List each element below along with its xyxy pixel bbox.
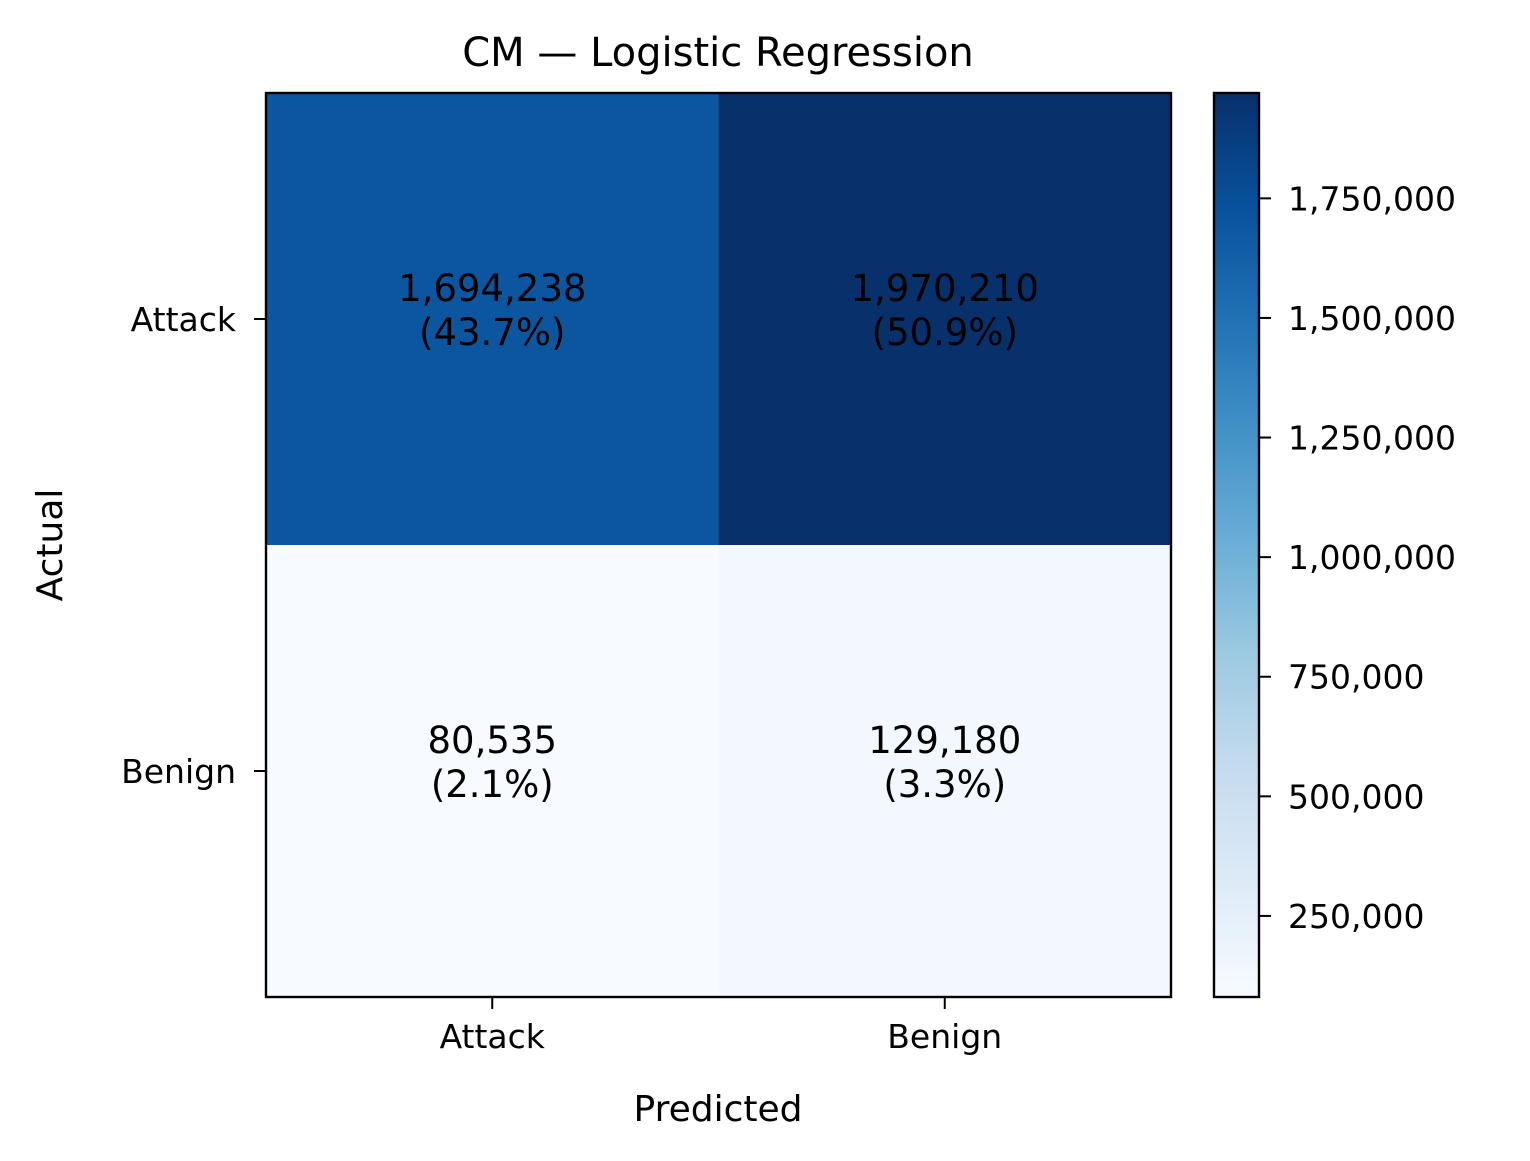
heatmap-cell-r1-c1 [718, 545, 1172, 998]
chart-title: CM — Logistic Regression [462, 30, 974, 76]
colorbar-tick-label: 250,000 [1288, 897, 1424, 936]
cell-percent-label: (50.9%) [872, 311, 1018, 354]
heatmap-cell-r0-c0 [266, 93, 719, 546]
colorbar-tick-label: 750,000 [1288, 658, 1424, 697]
colorbar-tick-label: 1,750,000 [1288, 179, 1456, 218]
cell-count-label: 129,180 [868, 719, 1021, 762]
colorbar-tick-label: 1,000,000 [1288, 538, 1456, 577]
x-axis-label: Predicted [634, 1089, 803, 1130]
cell-percent-label: (3.3%) [883, 763, 1006, 806]
plot-frame [264, 91, 1173, 999]
cell-count-label: 1,694,238 [398, 267, 586, 310]
heatmap-cell-r1-c0 [266, 545, 719, 998]
x-tick-label: Attack [440, 1017, 546, 1056]
heatmap-cells [266, 93, 1172, 998]
colorbar-tick-label: 500,000 [1288, 777, 1424, 816]
x-tick-label: Benign [887, 1017, 1002, 1056]
x-axis-ticks: Attack Benign [440, 997, 1002, 1056]
heatmap-cell-r0-c1 [718, 93, 1172, 546]
colorbar-tick-label: 1,500,000 [1288, 299, 1456, 338]
y-axis-ticks: Attack Benign [121, 300, 266, 791]
colorbar [1212, 91, 1261, 999]
y-tick-label: Attack [131, 300, 237, 339]
cell-percent-label: (43.7%) [419, 311, 565, 354]
cell-count-label: 80,535 [428, 719, 557, 762]
cell-labels: 1,694,238(43.7%) 1,970,210(50.9%) 80,535(2… [398, 267, 1039, 806]
y-axis-label: Actual [30, 489, 71, 602]
cell-percent-label: (2.1%) [431, 763, 554, 806]
cell-count-label: 1,970,210 [851, 267, 1039, 310]
colorbar-tick-label: 1,250,000 [1288, 419, 1456, 458]
colorbar-ticks: 250,000 500,000 750,000 1,000,000 1,250,000 1… [1259, 179, 1456, 936]
y-tick-label: Benign [121, 752, 236, 791]
